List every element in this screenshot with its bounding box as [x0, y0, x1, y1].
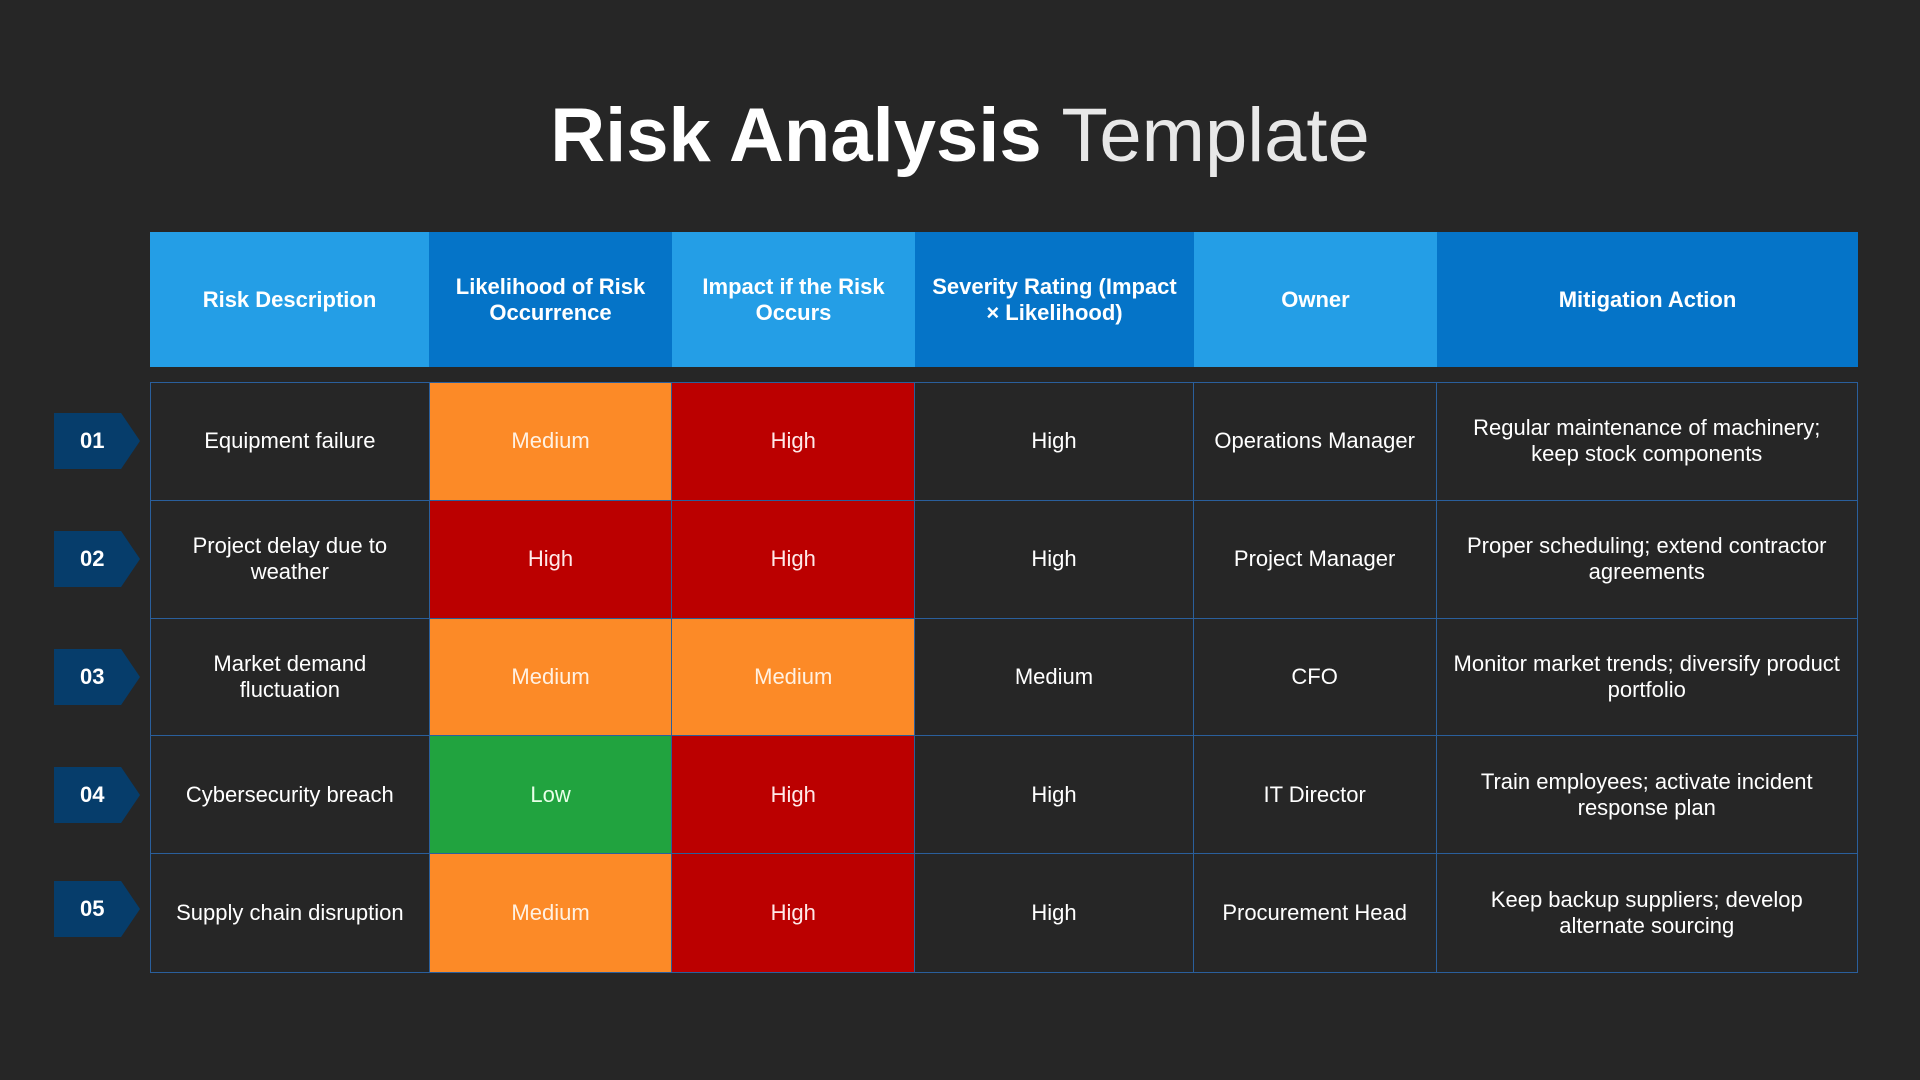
row-number-badge: 05 — [54, 881, 140, 937]
cell-severity: High — [915, 736, 1194, 854]
header-severity: Severity Rating (Impact × Likelihood) — [915, 232, 1194, 367]
row-number-badge: 01 — [54, 413, 140, 469]
cell-description: Cybersecurity breach — [151, 736, 430, 854]
cell-description: Equipment failure — [151, 383, 430, 500]
table-row: Equipment failure Medium High High Opera… — [151, 383, 1857, 501]
cell-description: Project delay due to weather — [151, 500, 430, 618]
cell-severity: Medium — [915, 618, 1194, 736]
header-impact: Impact if the Risk Occurs — [672, 232, 915, 367]
cell-likelihood: Medium — [429, 854, 673, 972]
risk-table: Equipment failure Medium High High Opera… — [150, 382, 1858, 973]
page-title: Risk Analysis Template — [0, 88, 1920, 184]
cell-impact: High — [672, 500, 916, 618]
cell-impact: High — [672, 736, 916, 854]
cell-owner: CFO — [1194, 618, 1437, 736]
cell-owner: Project Manager — [1194, 500, 1437, 618]
table-header: Risk Description Likelihood of Risk Occu… — [150, 232, 1858, 367]
cell-mitigation: Train employees; activate incident respo… — [1480, 768, 1813, 820]
cell-severity: High — [915, 383, 1194, 500]
cell-impact: High — [672, 854, 916, 972]
header-risk-description: Risk Description — [150, 232, 429, 367]
cell-owner: Procurement Head — [1194, 854, 1437, 972]
cell-mitigation: Keep backup suppliers; develop alternate… — [1490, 887, 1803, 939]
row-number-badge: 03 — [54, 649, 140, 705]
header-mitigation: Mitigation Action — [1437, 232, 1858, 367]
title-bold: Risk Analysis — [550, 93, 1042, 178]
cell-description: Market demand fluctuation — [151, 618, 430, 736]
cell-mitigation: Regular maintenance of machinery; keep s… — [1473, 415, 1821, 467]
cell-likelihood: Medium — [429, 383, 673, 500]
row-number-badge: 02 — [54, 531, 140, 587]
cell-severity: High — [915, 500, 1194, 618]
table-row: Supply chain disruption Medium High High… — [151, 854, 1857, 972]
table-row: Cybersecurity breach Low High High IT Di… — [151, 736, 1857, 855]
title-light: Template — [1061, 93, 1370, 178]
cell-likelihood: Low — [429, 736, 673, 854]
cell-impact: Medium — [672, 618, 916, 736]
cell-description: Supply chain disruption — [151, 854, 430, 972]
cell-severity: High — [915, 854, 1194, 972]
cell-owner: IT Director — [1194, 736, 1437, 854]
header-owner: Owner — [1194, 232, 1437, 367]
table-row: Project delay due to weather High High H… — [151, 500, 1857, 619]
cell-owner: Operations Manager — [1194, 383, 1437, 500]
table-row: Market demand fluctuation Medium Medium … — [151, 618, 1857, 737]
cell-likelihood: Medium — [429, 618, 673, 736]
header-likelihood: Likelihood of Risk Occurrence — [429, 232, 672, 367]
cell-mitigation: Proper scheduling; extend contractor agr… — [1466, 533, 1827, 585]
cell-mitigation: Monitor market trends; diversify product… — [1453, 650, 1840, 702]
cell-likelihood: High — [429, 500, 673, 618]
cell-impact: High — [672, 383, 916, 500]
row-number-badge: 04 — [54, 767, 140, 823]
